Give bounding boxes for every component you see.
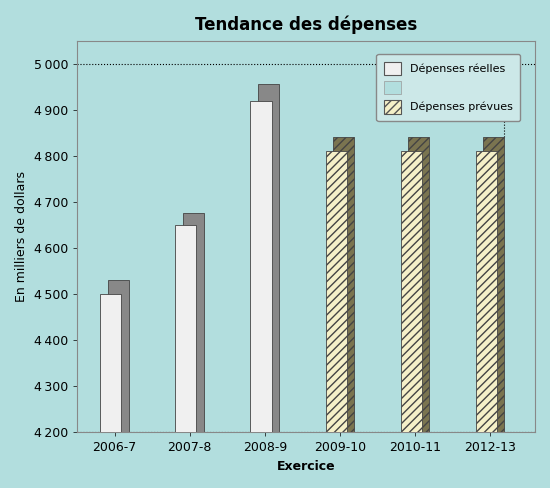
Bar — [408, 138, 429, 488]
X-axis label: Exercice: Exercice — [277, 460, 336, 473]
Bar — [476, 151, 497, 488]
Y-axis label: En milliers de dollars: En milliers de dollars — [15, 171, 28, 302]
Legend: Dépenses réelles, , Dépenses prévues: Dépenses réelles, , Dépenses prévues — [376, 54, 520, 122]
Bar — [483, 138, 504, 488]
Bar — [183, 213, 204, 488]
Bar — [250, 101, 272, 488]
Bar — [333, 138, 354, 488]
Bar — [326, 151, 346, 488]
Bar — [258, 84, 279, 488]
Title: Tendance des dépenses: Tendance des dépenses — [195, 15, 417, 34]
Bar — [108, 280, 129, 488]
Bar — [400, 151, 422, 488]
Bar — [175, 225, 196, 488]
Bar — [100, 294, 122, 488]
